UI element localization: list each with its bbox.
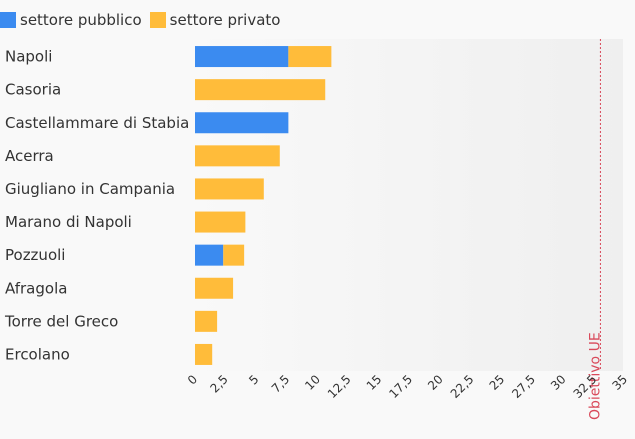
- legend-item-settore-privato[interactable]: settore privato: [149, 11, 281, 29]
- x-tick-label: 25: [487, 372, 508, 393]
- category-label-ercolano: Ercolano: [5, 345, 70, 363]
- x-tick-label: 0: [185, 372, 200, 387]
- bar-settore-privato-marano-di-napoli[interactable]: [195, 211, 246, 233]
- bar-settore-pubblico-napoli[interactable]: [195, 46, 289, 68]
- x-tick-label: 27,5: [509, 372, 538, 401]
- category-label-casoria: Casoria: [5, 81, 61, 99]
- category-label-castellammare-di-stabia: Castellammare di Stabia: [5, 114, 189, 132]
- bar-settore-privato-torre-del-greco[interactable]: [195, 310, 218, 332]
- category-label-napoli: Napoli: [5, 48, 52, 66]
- legend-label-pubblico: settore pubblico: [20, 11, 142, 29]
- x-tick-label: 30: [548, 372, 569, 393]
- category-label-torre-del-greco: Torre del Greco: [4, 312, 118, 330]
- legend-item-settore-pubblico[interactable]: settore pubblico: [0, 11, 142, 29]
- bar-settore-privato-casoria[interactable]: [195, 79, 326, 101]
- category-label-marano-di-napoli: Marano di Napoli: [5, 213, 132, 231]
- x-tick-label: 15: [364, 372, 385, 393]
- legend-label-privato: settore privato: [169, 11, 281, 29]
- category-label-giugliano-in-campania: Giugliano in Campania: [5, 180, 175, 198]
- x-tick-label: 35: [609, 372, 630, 393]
- category-label-pozzuoli: Pozzuoli: [5, 246, 65, 264]
- reference-line-label: Obiettivo UE: [587, 332, 603, 420]
- bar-settore-privato-afragola[interactable]: [195, 277, 234, 299]
- category-label-acerra: Acerra: [5, 147, 54, 165]
- legend-swatch-privato: [149, 12, 166, 28]
- x-tick-label: 17,5: [386, 372, 415, 401]
- x-tick-label: 5: [246, 372, 261, 387]
- bar-settore-privato-ercolano[interactable]: [195, 343, 213, 365]
- x-tick-label: 22,5: [448, 372, 477, 401]
- x-tick-label: 2,5: [207, 372, 230, 395]
- bar-settore-privato-acerra[interactable]: [195, 145, 280, 167]
- bar-settore-privato-napoli[interactable]: [288, 46, 332, 68]
- x-tick-label: 12,5: [325, 372, 354, 401]
- bar-settore-pubblico-castellammare-di-stabia[interactable]: [195, 112, 289, 134]
- category-label-afragola: Afragola: [5, 279, 67, 297]
- bar-settore-pubblico-pozzuoli[interactable]: [195, 244, 224, 266]
- x-tick-label: 20: [425, 372, 446, 393]
- x-tick-label: 7,5: [269, 372, 292, 395]
- bar-settore-privato-giugliano-in-campania[interactable]: [195, 178, 264, 200]
- bar-settore-privato-pozzuoli[interactable]: [223, 244, 245, 266]
- legend-swatch-pubblico: [0, 12, 16, 28]
- chart-legend: settore pubblico settore privato: [0, 10, 288, 30]
- x-tick-label: 10: [302, 372, 323, 393]
